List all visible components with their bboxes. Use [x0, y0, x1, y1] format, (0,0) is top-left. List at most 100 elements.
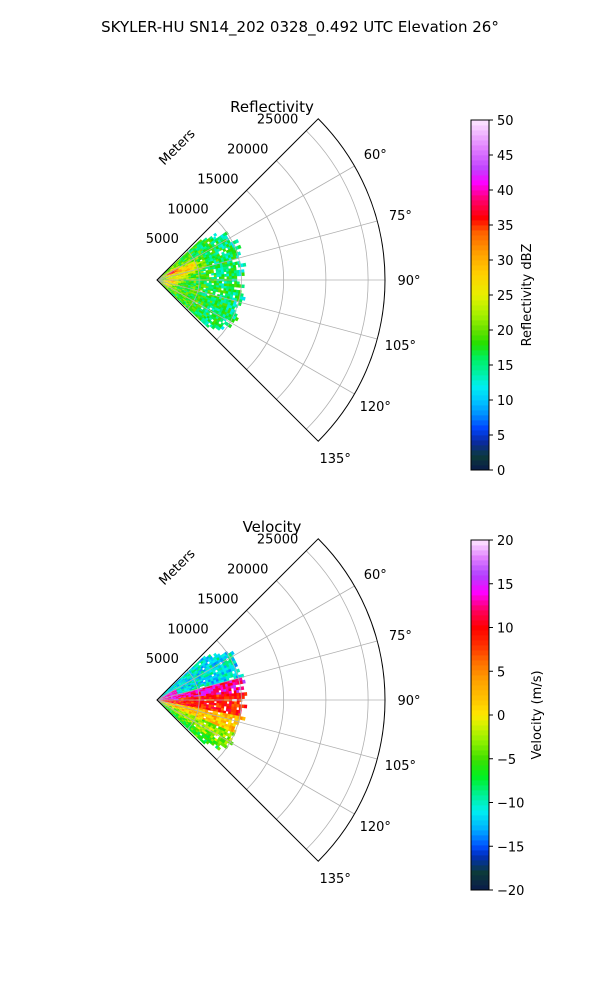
velocity-field-cell: [172, 705, 176, 708]
reflectivity-colorbar-segment: [471, 410, 489, 416]
velocity-field-cell: [201, 694, 205, 697]
reflectivity-field-cell: [228, 286, 232, 290]
velocity-panel: Velocity 5000 10000 15000 20000 25000 60° 75° 9…: [146, 518, 545, 899]
reflectivity-field-cell: [189, 261, 194, 265]
reflectivity-field-cell: [225, 266, 229, 270]
velocity-field-cell: [174, 692, 179, 695]
velocity-field-cell: [183, 696, 187, 698]
velocity-field-cell: [180, 696, 184, 699]
reflectivity-colorbar-tick-label: 15: [497, 359, 514, 374]
reflectivity-tick-labels: 5000 10000 15000 20000 25000 60° 75° 90° 105° 120…: [146, 113, 421, 467]
velocity-range-tick-label: 20000: [227, 563, 268, 578]
velocity-field-cell: [203, 700, 207, 703]
velocity-field-cell: [181, 688, 185, 691]
velocity-field-cell: [215, 685, 219, 689]
reflectivity-field-cell: [159, 275, 163, 278]
velocity-field-cell: [224, 696, 228, 700]
velocity-colorbar-segment: [471, 635, 489, 641]
reflectivity-field-cell: [167, 284, 170, 287]
velocity-field-cell: [178, 683, 182, 686]
reflectivity-field-cell: [164, 283, 168, 286]
velocity-field-cell: [171, 691, 175, 694]
reflectivity-field-cell: [165, 270, 168, 273]
reflectivity-colorbar-segment: [471, 205, 489, 211]
velocity-field-cell: [174, 691, 178, 694]
reflectivity-field-cell: [168, 276, 172, 278]
reflectivity-field-cell: [228, 283, 233, 287]
reflectivity-field-cell: [175, 280, 179, 282]
reflectivity-field-cell: [218, 269, 222, 273]
reflectivity-field-cell: [227, 291, 232, 295]
velocity-field-cell: [176, 679, 180, 683]
reflectivity-colorbar-segment: [471, 190, 489, 196]
velocity-field-cell: [233, 693, 238, 697]
velocity-colorbar-tick-label: 10: [497, 622, 514, 637]
velocity-field-cell: [222, 684, 226, 688]
velocity-field-cell: [212, 688, 217, 692]
reflectivity-colorbar-tick-label: 30: [497, 254, 514, 269]
reflectivity-colorbar-segment: [471, 265, 489, 271]
reflectivity-field-cell: [189, 267, 193, 271]
reflectivity-field-cell: [221, 285, 225, 289]
reflectivity-field-cell: [204, 242, 209, 247]
reflectivity-field-cell: [178, 282, 182, 284]
reflectivity-field-cell: [224, 293, 229, 297]
velocity-colorbar-segment: [471, 610, 489, 616]
velocity-field-cell: [217, 709, 222, 713]
velocity-field-cell: [236, 701, 240, 705]
velocity-field-cell: [178, 687, 182, 690]
reflectivity-field-cell: [182, 292, 187, 295]
reflectivity-field-cell: [184, 289, 188, 292]
velocity-field-cell: [221, 701, 225, 704]
velocity-field-cell: [172, 683, 176, 686]
reflectivity-field-cell: [160, 280, 164, 282]
velocity-field-cell: [240, 686, 245, 691]
reflectivity-field-cell: [188, 291, 193, 294]
velocity-field-cell: [167, 695, 171, 697]
reflectivity-field-cell: [190, 274, 194, 277]
reflectivity-field-cell: [222, 266, 227, 270]
reflectivity-field-cell: [193, 264, 197, 268]
reflectivity-field-cell: [193, 273, 197, 276]
velocity-colorbar-tick-label: 5: [497, 665, 505, 680]
reflectivity-field-cell: [179, 269, 183, 272]
reflectivity-field-cell: [223, 283, 227, 287]
velocity-field-cell: [189, 687, 193, 691]
velocity-field-cell: [175, 688, 179, 691]
velocity-field-cell: [170, 697, 174, 699]
velocity-field-cell: [170, 696, 174, 698]
reflectivity-panel: Reflectivity 5000 10000 15000 20000 25000 60°…: [146, 98, 535, 479]
velocity-field-cell: [186, 701, 190, 703]
velocity-field-cell: [181, 709, 185, 712]
velocity-field-cell: [225, 686, 229, 690]
velocity-field-cell: [170, 712, 174, 716]
reflectivity-field-cell: [210, 267, 214, 270]
velocity-field-cell: [223, 691, 227, 695]
reflectivity-field-cell: [187, 286, 191, 288]
reflectivity-field-cell: [191, 290, 195, 294]
velocity-field-cell: [241, 704, 245, 709]
reflectivity-field-cell: [163, 272, 167, 275]
velocity-field-cell: [168, 698, 172, 700]
reflectivity-field-cell: [169, 273, 173, 276]
velocity-field-cell: [181, 708, 185, 711]
reflectivity-field-cell: [196, 277, 200, 280]
velocity-field-cell: [165, 706, 169, 710]
velocity-field-cell: [162, 696, 166, 698]
reflectivity-polar-grid: [156, 118, 386, 442]
velocity-field-cell: [178, 700, 182, 702]
velocity-field-cell: [177, 694, 182, 697]
velocity-field-cell: [190, 695, 195, 698]
reflectivity-field-cell: [168, 270, 172, 273]
reflectivity-field-cell: [161, 283, 165, 286]
reflectivity-field-cell: [166, 273, 170, 275]
reflectivity-colorbar-segment: [471, 280, 489, 286]
velocity-field-cell: [196, 702, 200, 704]
velocity-field-cell: [230, 685, 234, 689]
velocity-field-cell: [203, 704, 207, 707]
reflectivity-field-cell: [203, 282, 207, 285]
reflectivity-field-cell: [203, 275, 207, 278]
reflectivity-colorbar-segment: [471, 175, 489, 181]
velocity-field-cell: [222, 686, 227, 690]
velocity-field-cell: [242, 716, 246, 721]
